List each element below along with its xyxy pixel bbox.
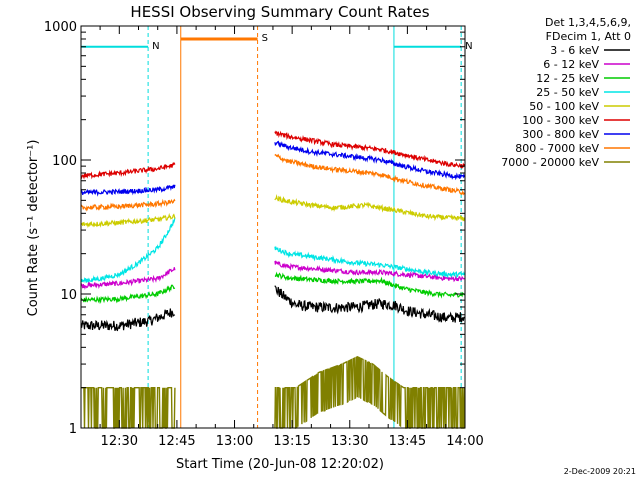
chart-title: HESSI Observing Summary Count Rates xyxy=(130,3,429,21)
y-tick-label: 10 xyxy=(60,288,77,303)
series-line-3-1 xyxy=(274,245,465,279)
plot-frame xyxy=(80,25,466,429)
band-label-s: S xyxy=(262,33,268,44)
series-line-5-0 xyxy=(80,161,176,180)
band-label-n: N xyxy=(465,41,472,52)
series-line-7-1 xyxy=(274,153,465,196)
series-line-3-0 xyxy=(80,217,176,283)
footer-date: 2-Dec-2009 20:21 xyxy=(564,467,636,476)
legend-label: 7000 - 20000 keV xyxy=(501,156,599,169)
x-tick-label: 13:15 xyxy=(273,434,310,449)
legend-label: 12 - 25 keV xyxy=(536,72,599,85)
legend-header-line-1: Det 1,3,4,5,6,9, xyxy=(545,16,631,29)
series-line-7-0 xyxy=(80,198,176,212)
x-tick-label: 12:45 xyxy=(158,434,195,449)
x-tick-label: 13:45 xyxy=(389,434,426,449)
series-line-8-1 xyxy=(274,355,466,429)
series-line-2-0 xyxy=(80,284,176,304)
x-tick-label: 13:00 xyxy=(216,434,253,449)
x-tick-label: 13:30 xyxy=(331,434,368,449)
series-line-2-1 xyxy=(274,271,465,299)
series-layer xyxy=(80,130,466,429)
y-tick-label: 1 xyxy=(69,422,77,437)
series-line-5-1 xyxy=(274,130,465,170)
y-axis-label: Count Rate (s⁻¹ detector⁻¹) xyxy=(26,140,41,317)
series-line-1-1 xyxy=(274,260,465,283)
legend-label: 25 - 50 keV xyxy=(536,86,599,99)
legend-label: 300 - 800 keV xyxy=(522,128,599,141)
series-line-8-0 xyxy=(81,387,176,429)
axes-layer: 12:30 12:45 13:00 13:15 13:30 13:45 14:00 1 10 10… xyxy=(44,20,484,449)
series-line-0-0 xyxy=(80,308,176,332)
legend-label: 3 - 6 keV xyxy=(550,44,599,57)
legend: Det 1,3,4,5,6,9, FDecim 1, Att 0 3 - 6 k… xyxy=(501,16,631,169)
series-line-6-0 xyxy=(80,184,176,197)
y-tick-label: 100 xyxy=(52,154,77,169)
y-tick-label: 1000 xyxy=(44,20,77,35)
series-line-4-1 xyxy=(274,194,465,222)
legend-label: 6 - 12 keV xyxy=(543,58,599,71)
legend-label: 800 - 7000 keV xyxy=(515,142,599,155)
legend-label: 50 - 100 keV xyxy=(529,100,599,113)
band-label-n: N xyxy=(152,41,159,52)
x-axis-label: Start Time (20-Jun-08 12:20:02) xyxy=(176,457,384,472)
x-tick-label: 12:30 xyxy=(101,434,138,449)
legend-label: 100 - 300 keV xyxy=(522,114,599,127)
series-line-4-0 xyxy=(80,212,176,229)
x-tick-label: 14:00 xyxy=(446,434,483,449)
legend-header-line-2: FDecim 1, Att 0 xyxy=(546,30,631,43)
series-line-6-1 xyxy=(274,140,465,181)
series-line-1-0 xyxy=(80,267,176,291)
band-layer: N NS xyxy=(80,26,473,428)
series-line-0-1 xyxy=(274,285,465,323)
